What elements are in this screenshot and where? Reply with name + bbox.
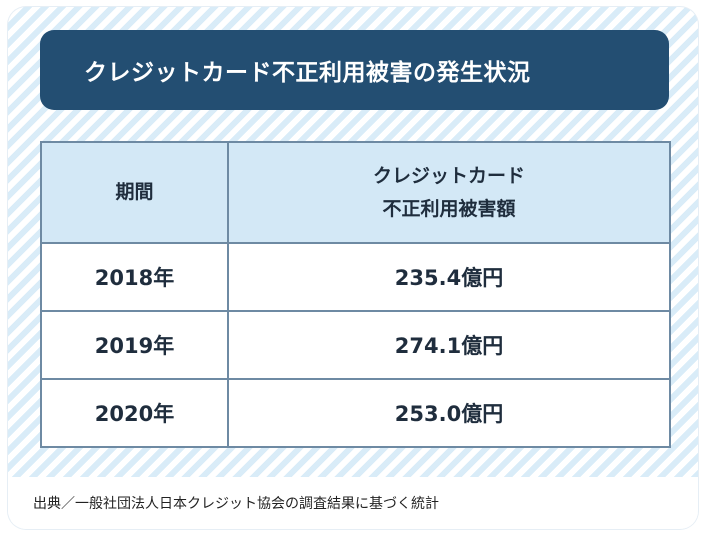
period-cell: 2018年 [40,242,229,312]
source-note: 出典／一般社団法人日本クレジット協会の調査結果に基づく統計 [33,496,439,512]
header-amount-line1: クレジットカード [372,164,525,187]
title-banner: クレジットカード不正利用被害の発生状況 [40,30,669,110]
page-title: クレジットカード不正利用被害の発生状況 [84,60,531,86]
fraud-damage-table: 期間 クレジットカード 不正利用被害額 2018年 235.4億円 2019年 … [40,141,671,448]
table-row: 2019年 274.1億円 [40,310,671,380]
amount-cell: 235.4億円 [227,242,671,312]
source-footer: 出典／一般社団法人日本クレジット協会の調査結果に基づく統計 [8,477,698,529]
table-row: 2020年 253.0億円 [40,378,671,448]
table-header-row: 期間 クレジットカード 不正利用被害額 [40,141,671,244]
info-card: クレジットカード不正利用被害の発生状況 期間 クレジットカード 不正利用被害額 … [8,7,698,529]
table-row: 2018年 235.4億円 [40,242,671,312]
period-cell: 2019年 [40,310,229,380]
header-amount: クレジットカード 不正利用被害額 [227,141,671,244]
period-cell: 2020年 [40,378,229,448]
fraud-table-container: 期間 クレジットカード 不正利用被害額 2018年 235.4億円 2019年 … [40,141,671,448]
amount-cell: 274.1億円 [227,310,671,380]
header-amount-line2: 不正利用被害額 [382,197,516,220]
header-period: 期間 [40,141,229,244]
amount-cell: 253.0億円 [227,378,671,448]
